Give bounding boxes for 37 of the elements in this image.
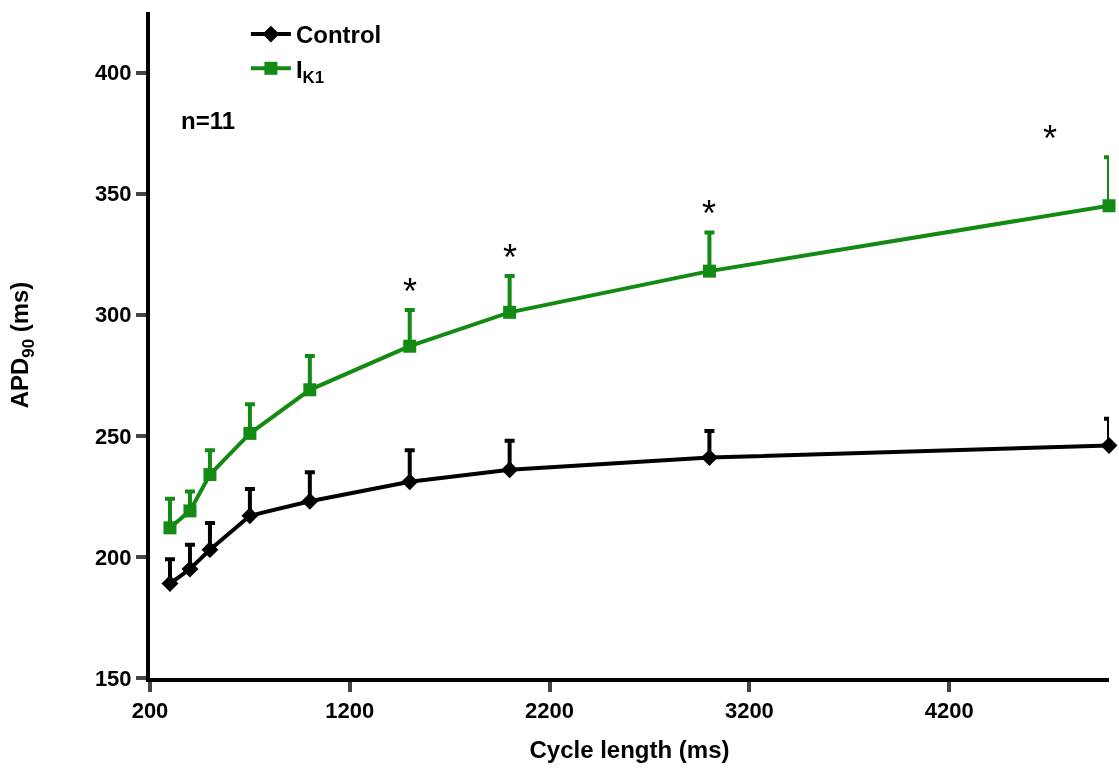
x-tick-label: 200 bbox=[131, 698, 169, 724]
x-axis-title: Cycle length (ms) bbox=[529, 736, 730, 764]
point bbox=[161, 575, 179, 592]
y-tick-label: 400 bbox=[94, 60, 132, 86]
point bbox=[163, 521, 177, 535]
legend-label: Control bbox=[295, 21, 382, 49]
point bbox=[243, 426, 257, 440]
y-tick-label: 150 bbox=[94, 665, 132, 691]
x-tick-label: 1200 bbox=[325, 698, 375, 724]
y-tick-label: 250 bbox=[94, 423, 132, 449]
point bbox=[403, 339, 417, 353]
point bbox=[1100, 437, 1118, 454]
annotation: * bbox=[1043, 118, 1058, 159]
y-tick-label: 350 bbox=[94, 181, 132, 207]
x-tick-label: 4200 bbox=[924, 698, 974, 724]
point bbox=[203, 468, 217, 482]
annotation: * bbox=[702, 193, 717, 234]
point bbox=[303, 383, 317, 397]
point bbox=[702, 264, 716, 278]
point bbox=[241, 507, 259, 525]
point bbox=[1102, 199, 1116, 213]
point bbox=[501, 461, 519, 479]
point bbox=[401, 473, 419, 491]
point bbox=[181, 560, 199, 578]
point bbox=[301, 492, 319, 510]
annotation: * bbox=[403, 271, 418, 312]
point bbox=[201, 541, 219, 559]
y-tick-label: 300 bbox=[94, 302, 132, 328]
annotation: n=11 bbox=[181, 107, 236, 134]
x-tick-label: 2200 bbox=[525, 698, 575, 724]
y-tick-label: 200 bbox=[94, 544, 132, 570]
legend-label: I$_{K1}$ bbox=[295, 55, 325, 87]
point bbox=[183, 504, 197, 518]
point bbox=[700, 449, 718, 467]
point bbox=[503, 305, 517, 319]
annotation: * bbox=[503, 237, 518, 278]
x-tick-label: 3200 bbox=[724, 698, 774, 724]
